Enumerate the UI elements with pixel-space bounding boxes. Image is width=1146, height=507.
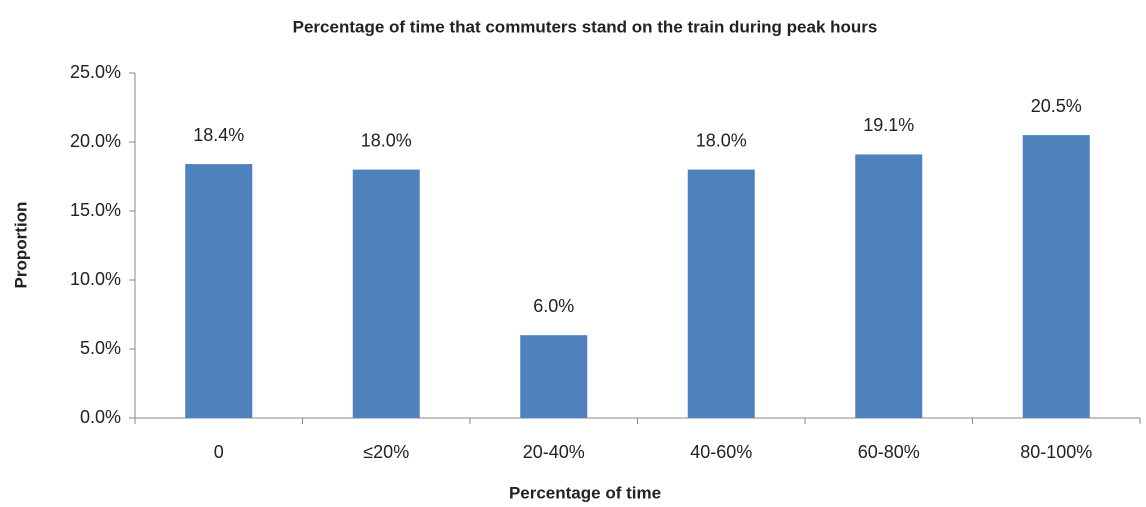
x-tick-label: 20-40% <box>523 442 585 462</box>
y-tick-label: 25.0% <box>70 62 121 82</box>
bar <box>352 169 420 418</box>
x-tick-label: 0 <box>214 442 224 462</box>
y-tick-label: 10.0% <box>70 269 121 289</box>
bar <box>687 169 755 418</box>
x-axis-title: Percentage of time <box>509 483 661 502</box>
bar <box>855 154 923 419</box>
bar <box>520 335 588 418</box>
data-label: 18.0% <box>696 130 747 150</box>
x-tick-label: 40-60% <box>690 442 752 462</box>
data-label: 18.0% <box>361 130 412 150</box>
y-tick-label: 0.0% <box>80 407 121 427</box>
bar <box>185 164 253 418</box>
data-label: 6.0% <box>533 296 574 316</box>
y-tick-label: 20.0% <box>70 131 121 151</box>
x-tick-label: 60-80% <box>858 442 920 462</box>
bar <box>1022 135 1090 418</box>
chart-title: Percentage of time that commuters stand … <box>293 17 878 36</box>
data-label: 18.4% <box>193 125 244 145</box>
data-label: 19.1% <box>863 115 914 135</box>
y-axis-title: Proportion <box>11 202 30 289</box>
data-label: 20.5% <box>1031 96 1082 116</box>
x-tick-label: 80-100% <box>1020 442 1092 462</box>
y-tick-label: 15.0% <box>70 200 121 220</box>
x-tick-label: ≤20% <box>363 442 409 462</box>
y-tick-label: 5.0% <box>80 338 121 358</box>
